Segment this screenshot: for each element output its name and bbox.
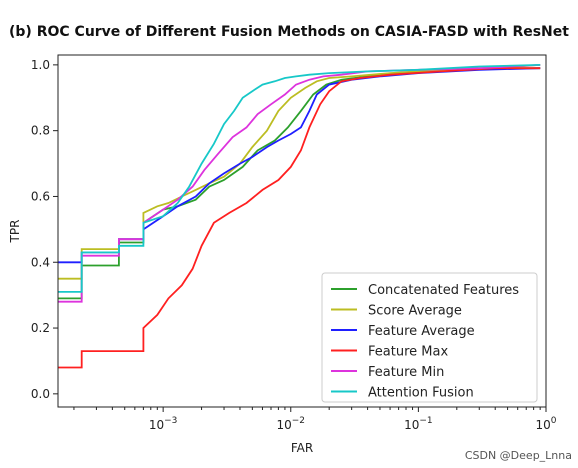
series-line-attention-fusion <box>58 64 541 293</box>
series-layer <box>58 64 541 369</box>
watermark: CSDN @Deep_Lnna <box>465 449 572 462</box>
y-tick-label: 0.2 <box>31 321 50 335</box>
x-tick-label: 10−1 <box>404 416 433 432</box>
series-line-feature-average <box>58 67 541 264</box>
y-tick-label: 0.6 <box>31 189 50 203</box>
y-axis-label: TPR <box>8 220 22 244</box>
y-tick-label: 0.4 <box>31 255 50 269</box>
series-line-feature-max <box>58 67 541 369</box>
legend-entry-label: Feature Min <box>368 365 444 380</box>
y-axis-ticks: 0.0 0.2 0.4 0.6 0.8 1.0 <box>31 58 58 401</box>
x-axis-label: FAR <box>291 441 313 455</box>
series-line-feature-min <box>58 64 541 303</box>
y-tick-label: 0.8 <box>31 124 50 138</box>
series-line-concatenated-features <box>58 67 541 300</box>
y-tick-label: 1.0 <box>31 58 50 72</box>
x-axis-ticks: 10−3 10−2 10−1 100 <box>73 407 557 432</box>
y-tick-label: 0.0 <box>31 387 50 401</box>
chart-title: (b) ROC Curve of Different Fusion Method… <box>9 24 569 40</box>
plot-frame <box>57 54 547 408</box>
legend-entry-label: Attention Fusion <box>368 386 474 401</box>
legend-entry-label: Feature Max <box>368 345 448 360</box>
legend-box <box>321 272 538 403</box>
x-tick-label: 10−3 <box>149 416 178 432</box>
legend: Concatenated Features Score Average Featur… <box>321 272 538 403</box>
x-tick-label: 10−2 <box>276 416 305 432</box>
legend-entry-label: Concatenated Features <box>368 283 519 298</box>
x-tick-label: 100 <box>535 416 556 432</box>
legend-entry-label: Score Average <box>368 304 462 319</box>
legend-entry-label: Feature Average <box>368 324 475 339</box>
